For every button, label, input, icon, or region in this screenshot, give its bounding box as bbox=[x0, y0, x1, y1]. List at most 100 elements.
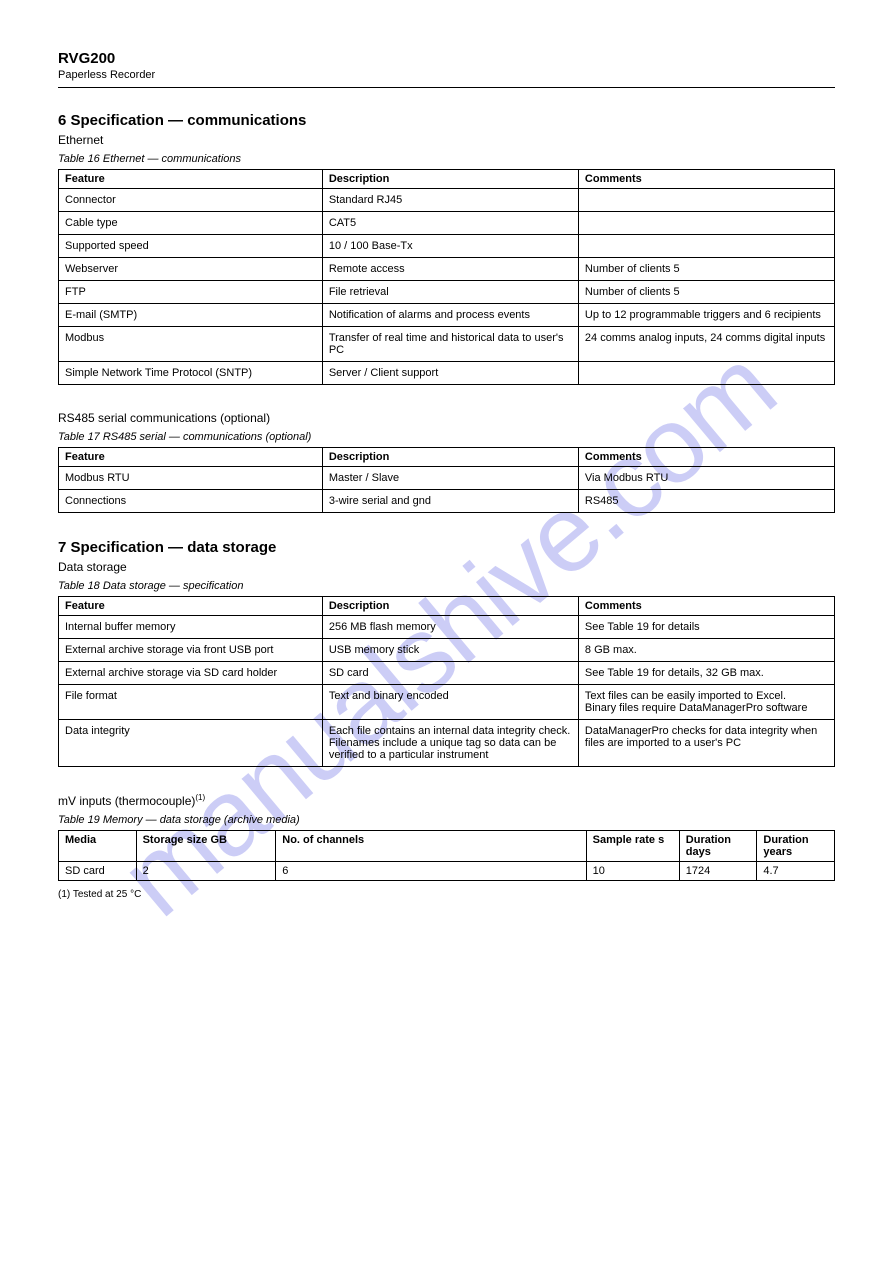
table-row: Cable typeCAT5 bbox=[59, 212, 835, 235]
table-cell: See Table 19 for details, 32 GB max. bbox=[578, 662, 834, 685]
table-row: SD card261017244.7 bbox=[59, 862, 835, 881]
section7-sub: Data storage bbox=[58, 560, 835, 574]
table-cell: 3-wire serial and gnd bbox=[322, 490, 578, 513]
tbl-rs485-col0: Feature bbox=[59, 448, 323, 467]
tbl-ds-col1: Description bbox=[322, 597, 578, 616]
table-cell: See Table 19 for details bbox=[578, 616, 834, 639]
table-row: Supported speed10 / 100 Base-Tx bbox=[59, 235, 835, 258]
table-row: File formatText and binary encodedText f… bbox=[59, 685, 835, 720]
table-cell: 4.7 bbox=[757, 862, 835, 881]
table-cell: Connections bbox=[59, 490, 323, 513]
table-cell: Modbus RTU bbox=[59, 467, 323, 490]
tbl-mv-col3: Sample rate s bbox=[586, 831, 679, 862]
table-row: Modbus RTUMaster / SlaveVia Modbus RTU bbox=[59, 467, 835, 490]
tbl-eth-col0: Feature bbox=[59, 170, 323, 189]
page-content: RVG200 Paperless Recorder 6 Specificatio… bbox=[0, 0, 893, 954]
section6-sub: Ethernet bbox=[58, 133, 835, 147]
tbl-rs485: Feature Description Comments Modbus RTUM… bbox=[58, 447, 835, 513]
table-cell: SD card bbox=[59, 862, 137, 881]
table-cell: 6 bbox=[276, 862, 586, 881]
tbl-eth-col1: Description bbox=[322, 170, 578, 189]
table-cell: External archive storage via SD card hol… bbox=[59, 662, 323, 685]
table-cell bbox=[578, 235, 834, 258]
table-cell bbox=[578, 362, 834, 385]
tbl-mv-sub-text: mV inputs (thermocouple) bbox=[58, 794, 195, 808]
table-cell: 2 bbox=[136, 862, 276, 881]
header-rule bbox=[58, 87, 835, 88]
tbl-ethernet: Feature Description Comments ConnectorSt… bbox=[58, 169, 835, 385]
table-row: External archive storage via front USB p… bbox=[59, 639, 835, 662]
table-cell: RS485 bbox=[578, 490, 834, 513]
table-row: External archive storage via SD card hol… bbox=[59, 662, 835, 685]
tbl-rs485-col2: Comments bbox=[578, 448, 834, 467]
table-cell: Number of clients 5 bbox=[578, 281, 834, 304]
table-cell: Supported speed bbox=[59, 235, 323, 258]
table-cell: E-mail (SMTP) bbox=[59, 304, 323, 327]
table-cell: Remote access bbox=[322, 258, 578, 281]
tbl-datastorage: Feature Description Comments Internal bu… bbox=[58, 596, 835, 767]
table-cell: Each file contains an internal data inte… bbox=[322, 720, 578, 767]
tbl-ds-col0: Feature bbox=[59, 597, 323, 616]
tbl-mv: Media Storage size GB No. of channels Sa… bbox=[58, 830, 835, 881]
table-cell: SD card bbox=[322, 662, 578, 685]
tbl-eth-col2: Comments bbox=[578, 170, 834, 189]
tbl-mv-col1: Storage size GB bbox=[136, 831, 276, 862]
table-cell: External archive storage via front USB p… bbox=[59, 639, 323, 662]
table-cell: Master / Slave bbox=[322, 467, 578, 490]
tbl-mv-col4: Duration days bbox=[679, 831, 757, 862]
table-cell: Server / Client support bbox=[322, 362, 578, 385]
table-cell: DataManagerPro checks for data integrity… bbox=[578, 720, 834, 767]
tbl-mv-sup: (1) bbox=[195, 793, 205, 802]
tbl-mv-note: (1) Tested at 25 °C bbox=[58, 889, 835, 900]
table-cell: 256 MB flash memory bbox=[322, 616, 578, 639]
table-row: Internal buffer memory256 MB flash memor… bbox=[59, 616, 835, 639]
tbl-mv-col5: Duration years bbox=[757, 831, 835, 862]
table-cell: Data integrity bbox=[59, 720, 323, 767]
tbl-ds-col2: Comments bbox=[578, 597, 834, 616]
table-cell: Number of clients 5 bbox=[578, 258, 834, 281]
table-row: Connections3-wire serial and gndRS485 bbox=[59, 490, 835, 513]
table-cell bbox=[578, 212, 834, 235]
table-row: ConnectorStandard RJ45 bbox=[59, 189, 835, 212]
table-row: Data integrityEach file contains an inte… bbox=[59, 720, 835, 767]
table-cell: Via Modbus RTU bbox=[578, 467, 834, 490]
table-cell: Connector bbox=[59, 189, 323, 212]
table-cell: CAT5 bbox=[322, 212, 578, 235]
table-cell: 8 GB max. bbox=[578, 639, 834, 662]
table-cell bbox=[578, 189, 834, 212]
tbl-rs485-sub: RS485 serial communications (optional) bbox=[58, 411, 835, 425]
table-row: WebserverRemote accessNumber of clients … bbox=[59, 258, 835, 281]
table-cell: FTP bbox=[59, 281, 323, 304]
tbl-mv-col2: No. of channels bbox=[276, 831, 586, 862]
tbl-rs485-col1: Description bbox=[322, 448, 578, 467]
table-cell: Webserver bbox=[59, 258, 323, 281]
header-sub: Paperless Recorder bbox=[58, 69, 835, 81]
tbl-ds-caption: Table 18 Data storage — specification bbox=[58, 580, 835, 592]
table-cell: 24 comms analog inputs, 24 comms digital… bbox=[578, 327, 834, 362]
table-cell: Text and binary encoded bbox=[322, 685, 578, 720]
table-cell: Cable type bbox=[59, 212, 323, 235]
table-row: Simple Network Time Protocol (SNTP)Serve… bbox=[59, 362, 835, 385]
table-cell: File format bbox=[59, 685, 323, 720]
table-cell: Transfer of real time and historical dat… bbox=[322, 327, 578, 362]
table-cell: Simple Network Time Protocol (SNTP) bbox=[59, 362, 323, 385]
table-cell: File retrieval bbox=[322, 281, 578, 304]
table-cell: Notification of alarms and process event… bbox=[322, 304, 578, 327]
tbl-mv-sub: mV inputs (thermocouple)(1) bbox=[58, 793, 835, 808]
page-header: RVG200 Paperless Recorder bbox=[58, 50, 835, 81]
tbl-rs485-caption: Table 17 RS485 serial — communications (… bbox=[58, 431, 835, 443]
table-row: FTPFile retrievalNumber of clients 5 bbox=[59, 281, 835, 304]
table-cell: Modbus bbox=[59, 327, 323, 362]
tbl-eth-caption: Table 16 Ethernet — communications bbox=[58, 153, 835, 165]
tbl-mv-col0: Media bbox=[59, 831, 137, 862]
table-cell: USB memory stick bbox=[322, 639, 578, 662]
table-cell: Standard RJ45 bbox=[322, 189, 578, 212]
table-cell: 1724 bbox=[679, 862, 757, 881]
table-row: E-mail (SMTP)Notification of alarms and … bbox=[59, 304, 835, 327]
table-cell: Up to 12 programmable triggers and 6 rec… bbox=[578, 304, 834, 327]
section7-title: 7 Specification — data storage bbox=[58, 539, 835, 556]
table-cell: 10 / 100 Base-Tx bbox=[322, 235, 578, 258]
header-title: RVG200 bbox=[58, 50, 835, 67]
section6-title: 6 Specification — communications bbox=[58, 112, 835, 129]
table-cell: 10 bbox=[586, 862, 679, 881]
